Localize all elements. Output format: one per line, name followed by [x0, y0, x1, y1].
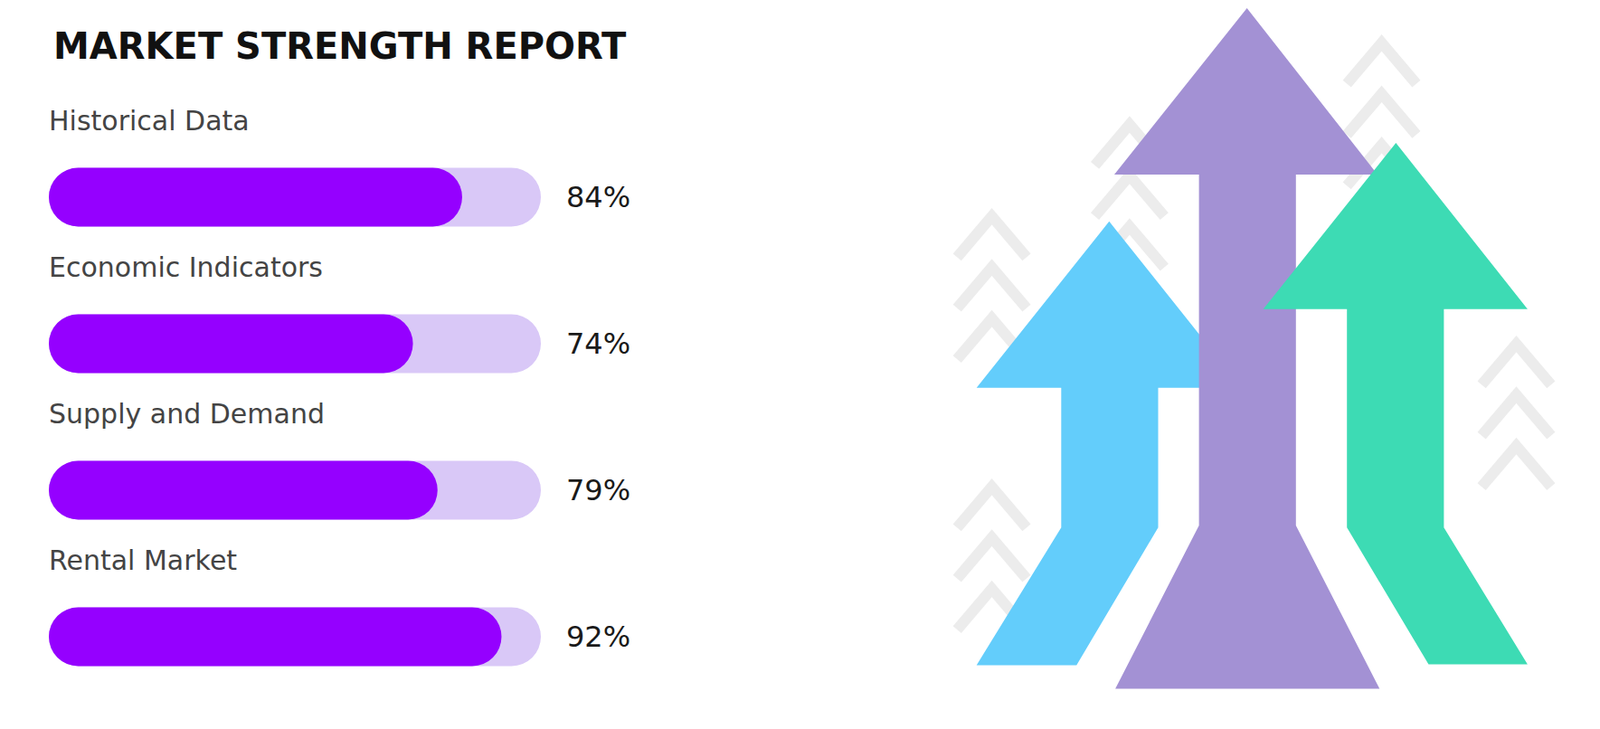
svg-text:Economic Indicators: Economic Indicators: [48, 251, 323, 284]
svg-text:84%: 84%: [566, 179, 631, 215]
svg-text:74%: 74%: [566, 326, 631, 361]
svg-text:MARKET STRENGTH REPORT: MARKET STRENGTH REPORT: [53, 25, 627, 67]
svg-text:Supply and Demand: Supply and Demand: [48, 397, 325, 430]
svg-text:Rental Market: Rental Market: [48, 544, 237, 577]
svg-text:92%: 92%: [566, 619, 631, 654]
svg-text:79%: 79%: [566, 473, 631, 508]
svg-text:Historical Data: Historical Data: [48, 104, 250, 137]
